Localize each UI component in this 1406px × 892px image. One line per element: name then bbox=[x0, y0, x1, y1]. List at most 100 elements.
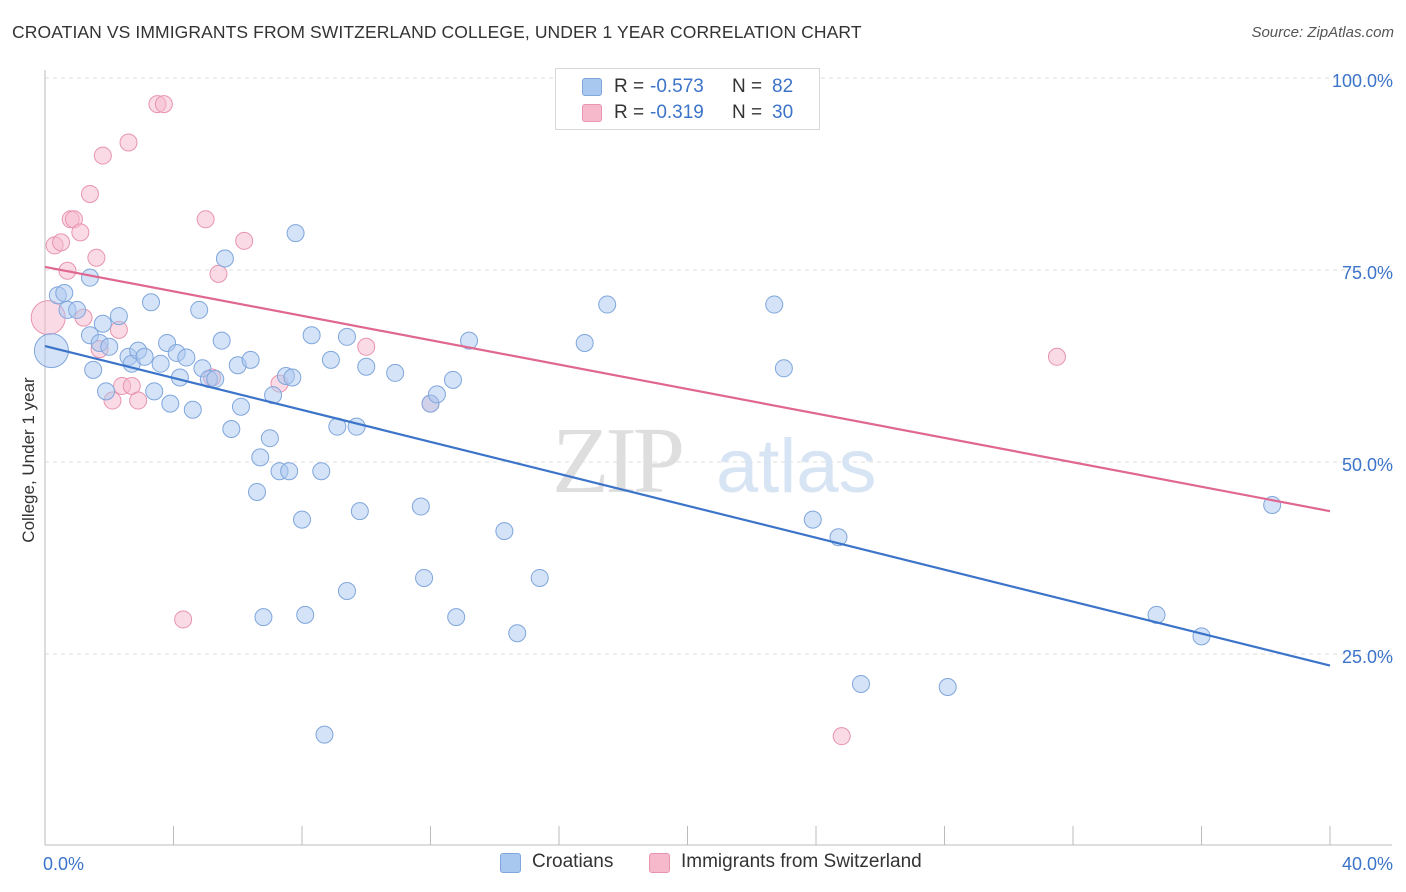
croatians-point bbox=[151, 354, 170, 373]
swiss-point bbox=[71, 223, 90, 242]
croatians-point bbox=[254, 608, 273, 627]
croatians-point bbox=[212, 331, 231, 350]
series-croatians bbox=[33, 224, 1282, 744]
croatians-point bbox=[84, 360, 103, 379]
croatians-point bbox=[530, 568, 549, 587]
y-tick-label: 50.0% bbox=[1342, 455, 1393, 475]
axes bbox=[44, 70, 1392, 846]
croatians-point bbox=[93, 314, 112, 333]
croatians-point bbox=[206, 370, 225, 389]
axis-labels: 25.0% 50.0% 75.0% 100.0% 0.0% 40.0% bbox=[43, 71, 1393, 874]
croatians-point bbox=[774, 359, 793, 378]
swiss-point bbox=[235, 231, 254, 250]
swiss-point bbox=[832, 727, 851, 746]
legend-label: Immigrants from Switzerland bbox=[681, 851, 922, 872]
swiss-point bbox=[1047, 347, 1066, 366]
croatians-point bbox=[100, 337, 119, 356]
legend-label: Croatians bbox=[532, 851, 614, 872]
croatians-point bbox=[337, 327, 356, 346]
croatians-point bbox=[241, 350, 260, 369]
croatians-point bbox=[177, 348, 196, 367]
croatians-point bbox=[575, 333, 594, 352]
croatians-point bbox=[315, 725, 334, 744]
y-tick-label: 75.0% bbox=[1342, 263, 1393, 283]
y-axis-label: College, Under 1 year bbox=[19, 377, 38, 543]
croatians-point bbox=[161, 394, 180, 413]
swiss-point bbox=[80, 184, 99, 203]
swiss-point bbox=[209, 264, 228, 283]
croatians-point bbox=[411, 497, 430, 516]
croatians-point bbox=[350, 502, 369, 521]
croatians-point bbox=[55, 284, 74, 303]
croatians-point bbox=[231, 397, 250, 416]
croatians-point bbox=[286, 224, 305, 243]
croatians-point bbox=[302, 326, 321, 345]
swiss-point bbox=[154, 95, 173, 114]
croatians-point bbox=[386, 363, 405, 382]
croatians-point bbox=[280, 462, 299, 481]
r-value: -0.573 bbox=[650, 76, 704, 97]
croatians-point bbox=[427, 385, 446, 404]
r-label: R = bbox=[614, 76, 645, 97]
croatians-point bbox=[508, 624, 527, 643]
swiss-point bbox=[129, 391, 148, 410]
n-label: N = bbox=[732, 102, 763, 123]
n-label: N = bbox=[732, 76, 763, 97]
y-tick-label: 25.0% bbox=[1342, 647, 1393, 667]
croatians-point bbox=[68, 300, 87, 319]
source-credit: Source: ZipAtlas.com bbox=[1251, 24, 1394, 41]
trend-lines bbox=[44, 265, 1331, 667]
croatians-point bbox=[1192, 627, 1211, 646]
croatians-point bbox=[803, 510, 822, 529]
croatians-point bbox=[97, 382, 116, 401]
croatians-point bbox=[598, 295, 617, 314]
croatians-point bbox=[851, 674, 870, 693]
watermark: ZIP atlas bbox=[552, 409, 877, 513]
y-tick-label: 100.0% bbox=[1332, 71, 1393, 91]
croatians-legend-swatch bbox=[500, 853, 521, 873]
croatians-point bbox=[296, 605, 315, 624]
croatians-point bbox=[283, 368, 302, 387]
r-label: R = bbox=[614, 102, 645, 123]
croatians-point bbox=[190, 300, 209, 319]
croatians-point bbox=[347, 417, 366, 436]
croatians-point bbox=[260, 429, 279, 448]
croatians-swatch bbox=[582, 78, 602, 96]
croatians-point bbox=[495, 522, 514, 541]
chart-title: CROATIAN VS IMMIGRANTS FROM SWITZERLAND … bbox=[12, 22, 862, 42]
swiss-point bbox=[93, 146, 112, 165]
swiss-point bbox=[52, 233, 71, 252]
croatians-point bbox=[415, 568, 434, 587]
swiss-swatch bbox=[582, 104, 602, 122]
croatians-point bbox=[443, 370, 462, 389]
croatians-point bbox=[321, 350, 340, 369]
croatians-point bbox=[222, 419, 241, 438]
croatians-point bbox=[938, 678, 957, 697]
swiss-point bbox=[87, 248, 106, 267]
croatians-point bbox=[337, 582, 356, 601]
croatians-point bbox=[33, 333, 69, 369]
series-immigrants-from-switzerland bbox=[30, 95, 1066, 746]
croatians-point bbox=[215, 249, 234, 268]
croatians-point bbox=[135, 347, 154, 366]
swiss-point bbox=[174, 610, 193, 629]
croatians-point bbox=[312, 462, 331, 481]
swiss-legend-swatch bbox=[649, 853, 670, 873]
croatians-point bbox=[109, 307, 128, 326]
croatians-point bbox=[142, 293, 161, 312]
croatians-point bbox=[765, 295, 784, 314]
croatians-point bbox=[460, 331, 479, 350]
croatians-trend-line bbox=[44, 344, 1331, 667]
croatians-point bbox=[145, 382, 164, 401]
swiss-point bbox=[357, 337, 376, 356]
croatians-point bbox=[251, 448, 270, 467]
croatians-point bbox=[183, 400, 202, 419]
swiss-trend-line bbox=[44, 265, 1331, 513]
x-tick-label: 0.0% bbox=[43, 854, 84, 874]
n-value: 30 bbox=[772, 102, 794, 123]
croatians-point bbox=[357, 357, 376, 376]
n-value: 82 bbox=[772, 76, 794, 97]
swiss-point bbox=[196, 210, 215, 229]
croatians-point bbox=[447, 608, 466, 627]
